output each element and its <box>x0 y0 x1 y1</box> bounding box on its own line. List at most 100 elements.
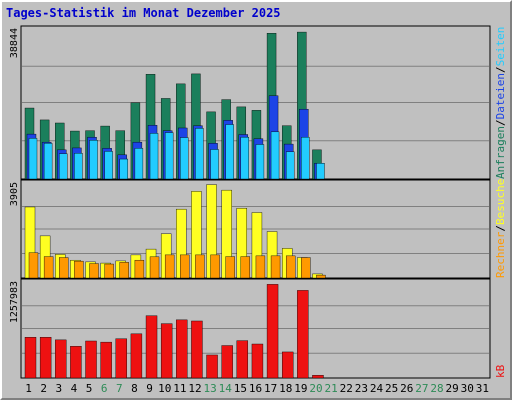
x-tick-label: 20 <box>309 382 322 395</box>
bar-rechner <box>89 263 99 279</box>
bar-rechner <box>59 257 69 279</box>
x-tick-label: 29 <box>446 382 459 395</box>
bar-seiten <box>104 151 113 180</box>
bar-kb <box>191 320 203 379</box>
bar-kb <box>221 345 233 379</box>
x-tick-label: 27 <box>415 382 428 395</box>
bar-seiten <box>301 136 310 180</box>
bar-kb <box>176 319 188 379</box>
x-tick-label: 16 <box>249 382 262 395</box>
x-tick-label: 10 <box>158 382 171 395</box>
y-tick-label: 1257983 <box>9 281 20 323</box>
x-tick-label: 1 <box>25 382 32 395</box>
bar-kb <box>85 340 97 379</box>
x-tick-label: 7 <box>116 382 123 395</box>
y-tick-label: 38844 <box>9 28 20 58</box>
bar-rechner <box>149 256 160 279</box>
bar-seiten <box>180 137 189 180</box>
x-tick-label: 5 <box>86 382 93 395</box>
bar-seiten <box>316 163 325 180</box>
bar-kb <box>39 337 52 379</box>
bar-kb <box>130 333 143 379</box>
x-tick-label: 25 <box>385 382 398 395</box>
bar-rechner <box>134 259 145 279</box>
x-tick-label: 11 <box>173 382 186 395</box>
legend-kb: kB <box>494 364 507 378</box>
x-tick-label: 30 <box>461 382 474 395</box>
bar-rechner <box>225 256 235 279</box>
bar-kb <box>297 290 309 379</box>
bar-rechner <box>180 254 190 279</box>
bar-seiten <box>255 144 265 180</box>
bar-rechner <box>43 256 54 279</box>
legend-separator: / <box>494 66 507 73</box>
bar-kb <box>281 351 294 379</box>
bar-kb <box>206 354 218 379</box>
bar-rechner <box>255 255 266 279</box>
legend: Anfragen/Dateien/Seiten <box>494 27 507 179</box>
bar-rechner <box>104 263 114 279</box>
bar-rechner <box>164 254 175 279</box>
bar-kb <box>312 375 324 379</box>
x-tick-label: 28 <box>430 382 443 395</box>
x-tick-label: 14 <box>219 382 233 395</box>
x-tick-label: 17 <box>264 382 277 395</box>
bar-seiten <box>240 136 250 180</box>
bar-seiten <box>74 153 83 180</box>
x-tick-label: 19 <box>294 382 307 395</box>
x-tick-label: 12 <box>188 382 201 395</box>
bar-seiten <box>195 128 204 180</box>
requests-panel: 38844 Anfragen/Dateien/Seiten <box>9 25 507 180</box>
bar-rechner <box>285 255 296 279</box>
x-tick-label: 9 <box>146 382 153 395</box>
bar-seiten <box>225 124 234 180</box>
bar-seiten <box>59 153 68 180</box>
legend-anfragen: Anfragen <box>494 126 507 179</box>
bar-kb <box>115 338 127 379</box>
x-tick-label: 23 <box>355 382 368 395</box>
x-tick-label: 13 <box>203 382 216 395</box>
x-tick-label: 26 <box>400 382 413 395</box>
legend: Rechner/Besuche <box>494 179 507 278</box>
bar-rechner <box>195 254 205 279</box>
bar-seiten <box>270 131 280 180</box>
x-tick-label: 24 <box>370 382 384 395</box>
bar-kb <box>251 343 264 379</box>
bar-rechner <box>270 255 281 279</box>
x-tick-label: 3 <box>56 382 63 395</box>
bar-seiten <box>43 143 53 180</box>
y-tick-label: 3905 <box>9 182 20 206</box>
x-tick-label: 6 <box>101 382 108 395</box>
bar-seiten <box>149 133 159 180</box>
legend-dateien: Dateien <box>494 73 507 119</box>
bar-rechner <box>210 254 220 279</box>
x-tick-label: 8 <box>131 382 138 395</box>
legend-separator: / <box>494 225 507 232</box>
bar-seiten <box>119 158 128 180</box>
bar-kb <box>70 346 82 379</box>
legend-separator: / <box>494 119 507 126</box>
bar-rechner <box>316 274 326 279</box>
bar-kb <box>145 315 158 379</box>
bar-seiten <box>210 149 219 180</box>
x-tick-label: 2 <box>40 382 47 395</box>
bar-seiten <box>285 151 295 180</box>
traffic-panel: 1257983 kB <box>9 278 507 379</box>
visits-panel: 3905 Rechner/Besuche <box>9 179 507 279</box>
legend-rechner: Rechner <box>494 231 507 278</box>
legend-besuche: Besuche <box>494 179 507 225</box>
bar-seiten <box>134 148 144 180</box>
bar-kb <box>236 340 249 379</box>
bar-seiten <box>164 132 174 180</box>
bar-kb <box>55 339 67 379</box>
bar-rechner <box>301 257 311 279</box>
bar-rechner <box>28 252 39 279</box>
bar-rechner <box>240 256 251 279</box>
bar-seiten <box>28 138 38 180</box>
legend: kB <box>494 364 507 378</box>
bar-kb <box>160 323 173 379</box>
bar-kb <box>100 341 112 379</box>
bar-kb <box>24 337 37 379</box>
x-tick-label: 4 <box>71 382 78 395</box>
x-tick-label: 21 <box>325 382 338 395</box>
